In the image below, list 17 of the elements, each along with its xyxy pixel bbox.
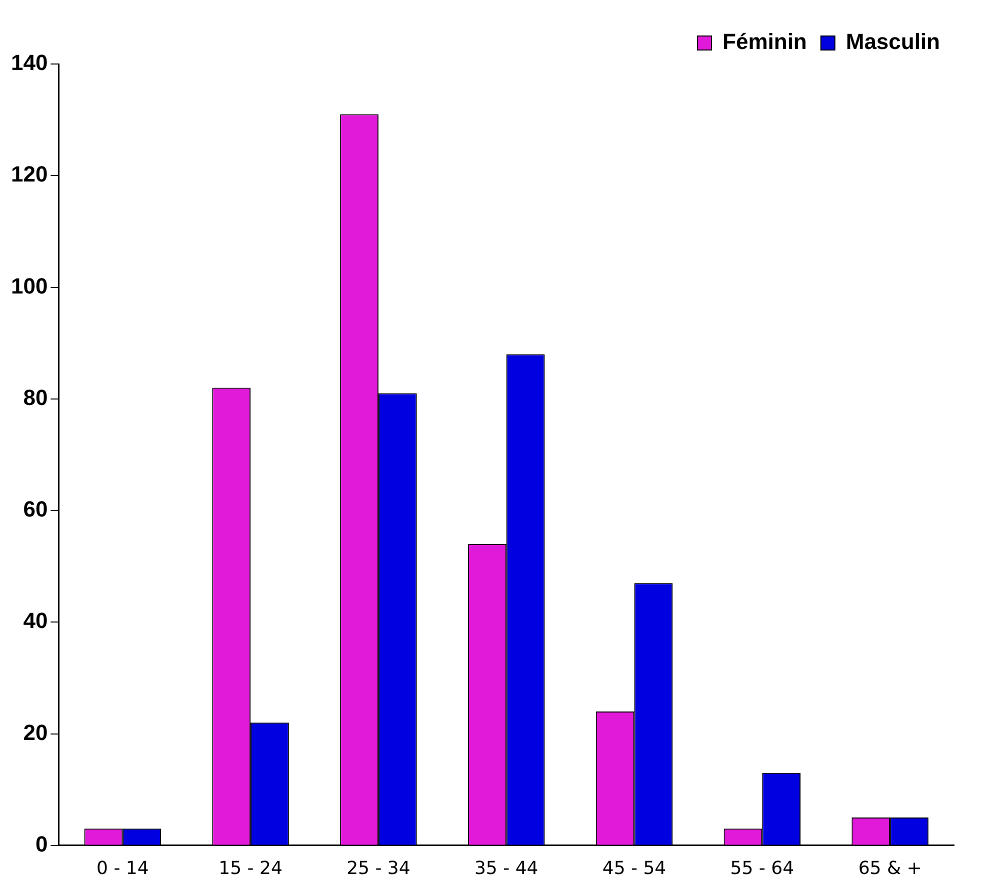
x-tick-label: 0 - 14 [96, 858, 149, 879]
y-tick-label: 60 [23, 496, 48, 522]
y-tick-label: 0 [35, 831, 48, 856]
x-tick-label: 15 - 24 [218, 858, 282, 879]
y-tick-label: 40 [23, 608, 48, 634]
y-tick-label: 140 [10, 50, 48, 76]
legend-label: Masculin [846, 29, 940, 54]
legend-label: Féminin [722, 29, 807, 54]
y-tick-label: 80 [23, 384, 48, 410]
y-tick-label: 120 [10, 162, 48, 187]
y-tick-label: 100 [10, 273, 48, 298]
x-tick-label: 45 - 54 [602, 858, 666, 879]
x-tick-label: 65 & + [858, 858, 922, 879]
x-tick-label: 25 - 34 [346, 858, 410, 879]
y-tick-label: 20 [23, 720, 48, 745]
x-tick-label: 35 - 44 [474, 858, 538, 879]
x-tick-label: 55 - 64 [730, 858, 794, 879]
